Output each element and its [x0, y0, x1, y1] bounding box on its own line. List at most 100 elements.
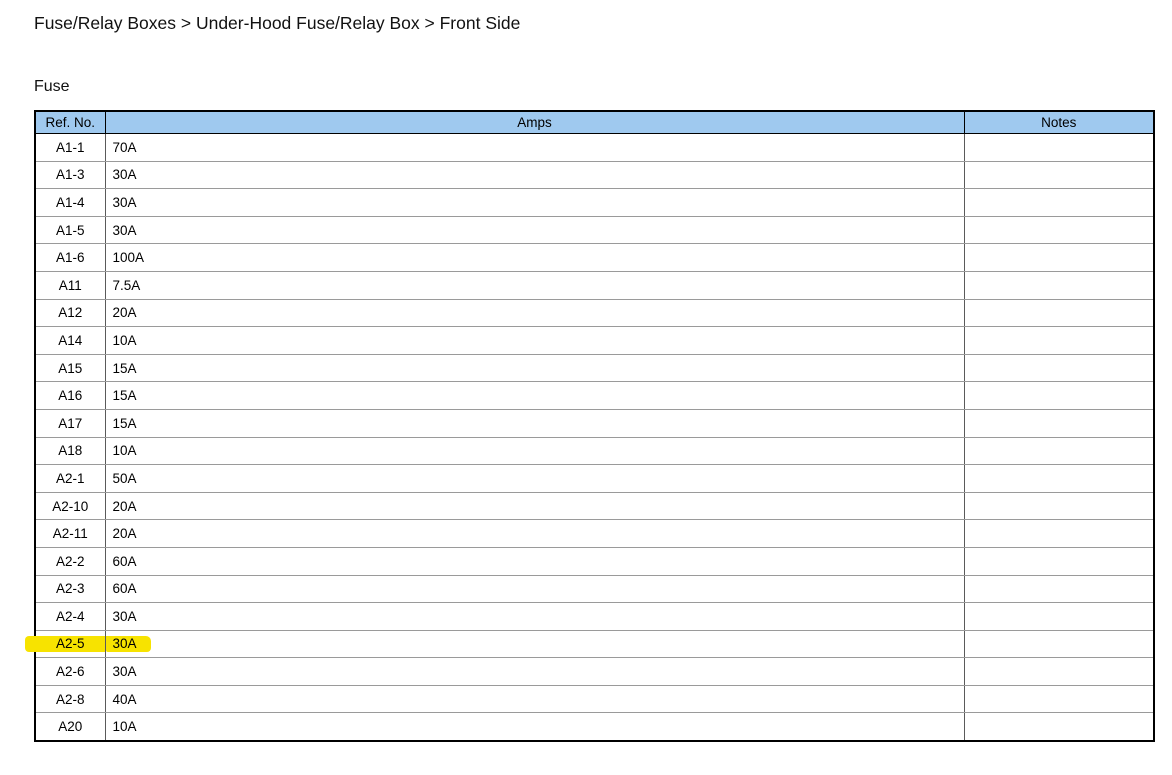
ref-value: A1-4 [55, 194, 85, 210]
ref-value: A11 [58, 277, 82, 293]
table-row: A15 15A [34, 353, 1155, 383]
table-row: A1-4 30A [34, 188, 1155, 217]
amps-value: 20A [112, 498, 137, 514]
ref-cell: A2-11 [34, 519, 106, 548]
notes-cell [963, 298, 1155, 328]
ref-value: A17 [58, 415, 83, 431]
notes-cell [963, 353, 1155, 383]
amps-value: 30A [112, 608, 137, 624]
amps-value: 10A [112, 443, 137, 459]
amps-value: 7.5A [112, 277, 141, 293]
table-row: A2-11 20A [34, 519, 1155, 548]
notes-cell [963, 657, 1155, 686]
amps-value: 40A [112, 691, 137, 707]
column-header-notes: Notes [963, 110, 1155, 134]
amps-cell: 30A [104, 602, 965, 631]
amps-value: 30A [112, 194, 137, 210]
section-title: Fuse [34, 78, 70, 95]
amps-cell: 7.5A [104, 270, 965, 300]
ref-value: A1-5 [55, 222, 85, 238]
notes-cell [963, 408, 1155, 438]
ref-cell: A2-4 [34, 602, 106, 631]
table-row: A2-6 30A [34, 657, 1155, 686]
table-header-row: Ref. No. Amps Notes [34, 110, 1155, 134]
ref-value: A2-4 [55, 608, 85, 624]
notes-cell [963, 546, 1155, 576]
ref-cell: A1-1 [34, 133, 106, 162]
table-row: A11 7.5A [34, 270, 1155, 300]
amps-cell: 100A [104, 243, 965, 272]
table-row: A1-1 70A [34, 133, 1155, 162]
ref-cell: A18 [34, 436, 106, 466]
ref-value: A1-1 [55, 139, 85, 155]
table-body: A1-1 70A A1-3 30A A1-4 30A A1-5 30A A1-6 100A A11 7… [25, 133, 1155, 742]
ref-value: A2-2 [55, 553, 85, 569]
amps-value: 10A [112, 719, 137, 735]
table-row: A2-3 60A [34, 574, 1155, 604]
ref-cell: A1-6 [34, 243, 106, 272]
table-row: A16 15A [34, 381, 1155, 410]
ref-cell: A16 [34, 381, 106, 410]
amps-value: 30A [112, 222, 137, 238]
notes-cell [963, 381, 1155, 410]
ref-value: A18 [58, 443, 83, 459]
ref-value: A2-11 [52, 526, 88, 542]
amps-cell: 50A [104, 464, 965, 493]
amps-value: 30A [112, 664, 137, 680]
amps-value: 15A [112, 360, 137, 376]
amps-cell: 10A [104, 326, 965, 355]
ref-cell: A1-4 [34, 188, 106, 217]
amps-value: 100A [112, 250, 145, 266]
ref-cell: A14 [34, 326, 106, 355]
notes-cell [963, 464, 1155, 493]
amps-value: 15A [112, 415, 137, 431]
ref-value: A20 [58, 719, 83, 735]
notes-cell [963, 602, 1155, 631]
table-row: A2-10 20A [34, 491, 1155, 521]
table-row: A2-8 40A [34, 684, 1155, 714]
ref-cell: A15 [34, 353, 106, 383]
amps-value: 60A [112, 553, 137, 569]
amps-cell: 40A [104, 684, 965, 714]
amps-cell: 15A [104, 408, 965, 438]
column-header-amps: Amps [104, 110, 965, 134]
amps-cell: 15A [104, 353, 965, 383]
notes-cell [963, 491, 1155, 521]
notes-cell [963, 160, 1155, 190]
breadcrumb[interactable]: Fuse/Relay Boxes > Under-Hood Fuse/Relay… [34, 13, 521, 33]
amps-value: 70A [112, 139, 137, 155]
table-row: A20 10A [34, 712, 1155, 742]
amps-cell: 30A [104, 188, 965, 217]
notes-cell [963, 188, 1155, 217]
amps-cell: 30A [104, 215, 965, 245]
amps-cell: 10A [104, 436, 965, 466]
ref-value: A2-10 [52, 498, 89, 514]
notes-cell [963, 574, 1155, 604]
table-row: A14 10A [34, 326, 1155, 355]
amps-cell: 15A [104, 381, 965, 410]
ref-cell: A1-5 [34, 215, 106, 245]
ref-value: A2-1 [55, 470, 85, 486]
amps-cell: 20A [104, 519, 965, 548]
ref-cell: A1-3 [34, 160, 106, 190]
ref-value: A15 [58, 360, 83, 376]
amps-cell: 10A [104, 712, 965, 742]
notes-cell [963, 684, 1155, 714]
ref-cell: A2-6 [34, 657, 106, 686]
amps-value: 60A [112, 581, 137, 597]
amps-value: 30A [112, 167, 137, 183]
table-row: A2-2 60A [34, 546, 1155, 576]
amps-cell: 20A [104, 298, 965, 328]
amps-value: 50A [112, 470, 137, 486]
amps-cell: 30A [104, 160, 965, 190]
notes-cell [963, 436, 1155, 466]
ref-cell: A2-10 [34, 491, 106, 521]
ref-value: A12 [58, 305, 83, 321]
fuse-table: Ref. No. Amps Notes A1-1 70A A1-3 30A A1-4 30… [25, 110, 1155, 743]
table-row: A2-1 50A [34, 464, 1155, 493]
ref-value: A14 [58, 332, 83, 348]
amps-cell: 60A [104, 574, 965, 604]
ref-value: A1-3 [55, 167, 85, 183]
column-header-ref-no: Ref. No. [34, 110, 106, 134]
amps-cell: 70A [104, 133, 965, 162]
